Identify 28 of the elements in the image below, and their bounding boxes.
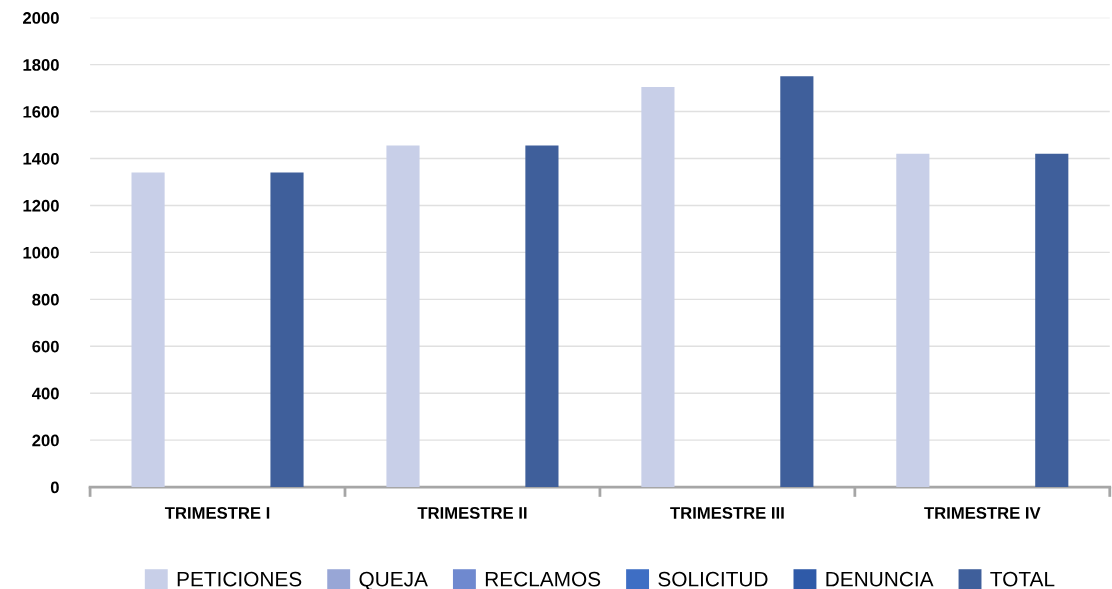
bar xyxy=(525,145,559,488)
y-tick-label: 200 xyxy=(32,434,59,447)
bar xyxy=(780,76,814,488)
y-tick-label: 1600 xyxy=(23,105,59,118)
bar xyxy=(1035,153,1069,488)
legend-label: RECLAMOS xyxy=(485,571,601,587)
x-tick-label: TRIMESTRE IV xyxy=(924,506,1041,519)
legend-label: TOTAL xyxy=(990,571,1055,587)
bar xyxy=(270,172,304,488)
bar xyxy=(896,153,930,488)
bar xyxy=(386,145,420,488)
y-tick-label: 1800 xyxy=(23,59,59,71)
legend-label: PETICIONES xyxy=(177,571,302,587)
y-tick-label: 2000 xyxy=(23,12,59,24)
legend-label: SOLICITUD xyxy=(658,571,768,587)
x-tick-label: TRIMESTRE II xyxy=(417,506,527,519)
y-tick-label: 800 xyxy=(32,293,59,306)
y-tick-label: 600 xyxy=(32,340,59,353)
y-tick-label: 1400 xyxy=(23,152,59,165)
x-tick-label: TRIMESTRE III xyxy=(670,506,784,519)
y-tick-label: 1200 xyxy=(23,199,59,212)
y-tick-label: 400 xyxy=(31,387,59,400)
bar xyxy=(131,172,165,488)
bar xyxy=(641,86,675,488)
x-tick-label: TRIMESTRE I xyxy=(164,506,270,519)
y-tick-label: 1000 xyxy=(23,246,59,259)
y-tick-label: 0 xyxy=(50,481,59,494)
legend-label: DENUNCIA xyxy=(826,571,934,587)
